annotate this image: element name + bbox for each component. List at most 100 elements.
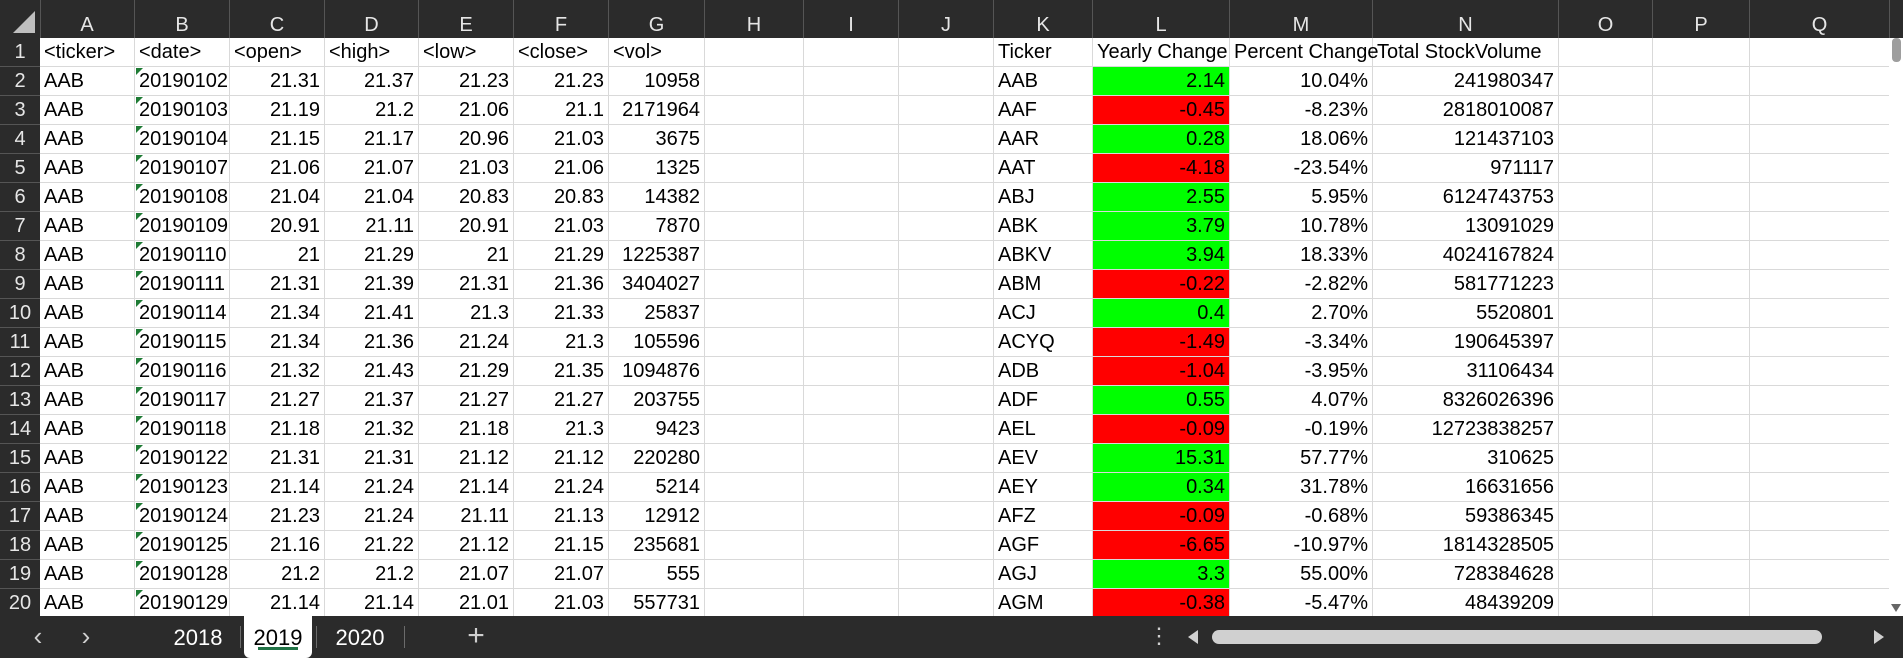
empty-cell[interactable] bbox=[1559, 67, 1653, 96]
empty-cell[interactable] bbox=[1653, 299, 1750, 328]
empty-cell[interactable] bbox=[1653, 444, 1750, 473]
open-cell[interactable]: 21.14 bbox=[230, 473, 325, 502]
high-cell[interactable]: 21.04 bbox=[325, 183, 419, 212]
yearly-change-cell[interactable]: 0.28 bbox=[1093, 125, 1230, 154]
date-cell[interactable]: 20190122 bbox=[135, 444, 230, 473]
high-cell[interactable]: 21.37 bbox=[325, 67, 419, 96]
empty-cell[interactable] bbox=[899, 502, 994, 531]
open-cell[interactable]: 21.34 bbox=[230, 328, 325, 357]
empty-cell[interactable] bbox=[1750, 386, 1890, 415]
yearly-change-cell[interactable]: -0.22 bbox=[1093, 270, 1230, 299]
row-header[interactable]: 14 bbox=[0, 415, 40, 444]
scroll-down-arrow-icon[interactable] bbox=[1891, 604, 1901, 612]
ticker-cell[interactable]: AAB bbox=[40, 212, 135, 241]
summary-ticker-cell[interactable]: ADF bbox=[994, 386, 1093, 415]
ticker-cell[interactable]: AAB bbox=[40, 473, 135, 502]
yearly-change-cell[interactable]: 3.94 bbox=[1093, 241, 1230, 270]
empty-cell[interactable] bbox=[1559, 328, 1653, 357]
high-cell[interactable]: 21.43 bbox=[325, 357, 419, 386]
close-cell[interactable]: 21.13 bbox=[514, 502, 609, 531]
row-header[interactable]: 3 bbox=[0, 96, 40, 125]
empty-cell[interactable] bbox=[1653, 67, 1750, 96]
empty-cell[interactable] bbox=[899, 415, 994, 444]
high-cell[interactable]: 21.31 bbox=[325, 444, 419, 473]
column-header-p[interactable]: P bbox=[1653, 0, 1750, 38]
open-cell[interactable]: 20.91 bbox=[230, 212, 325, 241]
total-volume-cell[interactable]: 310625 bbox=[1373, 444, 1559, 473]
header-cell[interactable]: Ticker bbox=[994, 38, 1093, 67]
percent-change-cell[interactable]: -0.68% bbox=[1230, 502, 1373, 531]
date-cell[interactable]: 20190104 bbox=[135, 125, 230, 154]
summary-ticker-cell[interactable]: AAT bbox=[994, 154, 1093, 183]
low-cell[interactable]: 21.29 bbox=[419, 357, 514, 386]
vol-cell[interactable]: 12912 bbox=[609, 502, 705, 531]
column-header-m[interactable]: M bbox=[1230, 0, 1373, 38]
close-cell[interactable]: 21.03 bbox=[514, 125, 609, 154]
ticker-cell[interactable]: AAB bbox=[40, 328, 135, 357]
vol-cell[interactable]: 10958 bbox=[609, 67, 705, 96]
empty-cell[interactable] bbox=[1559, 473, 1653, 502]
high-cell[interactable]: 21.17 bbox=[325, 125, 419, 154]
empty-cell[interactable] bbox=[1750, 125, 1890, 154]
empty-cell[interactable] bbox=[1559, 212, 1653, 241]
vol-cell[interactable]: 557731 bbox=[609, 589, 705, 616]
high-cell[interactable]: 21.24 bbox=[325, 473, 419, 502]
yearly-change-cell[interactable]: 0.55 bbox=[1093, 386, 1230, 415]
column-header-o[interactable]: O bbox=[1559, 0, 1653, 38]
ticker-cell[interactable]: AAB bbox=[40, 415, 135, 444]
empty-cell[interactable] bbox=[1653, 125, 1750, 154]
date-cell[interactable]: 20190103 bbox=[135, 96, 230, 125]
header-cell[interactable]: Total StockVolume bbox=[1373, 38, 1559, 67]
summary-ticker-cell[interactable]: ADB bbox=[994, 357, 1093, 386]
empty-cell[interactable] bbox=[1559, 299, 1653, 328]
yearly-change-cell[interactable]: -1.49 bbox=[1093, 328, 1230, 357]
scroll-left-arrow-icon[interactable] bbox=[1188, 630, 1198, 644]
empty-cell[interactable] bbox=[899, 560, 994, 589]
open-cell[interactable]: 21.16 bbox=[230, 531, 325, 560]
row-header[interactable]: 17 bbox=[0, 502, 40, 531]
header-cell[interactable]: <vol> bbox=[609, 38, 705, 67]
close-cell[interactable]: 21.1 bbox=[514, 96, 609, 125]
close-cell[interactable]: 21.29 bbox=[514, 241, 609, 270]
row-header[interactable]: 5 bbox=[0, 154, 40, 183]
empty-cell[interactable] bbox=[899, 125, 994, 154]
empty-cell[interactable] bbox=[804, 444, 899, 473]
ticker-cell[interactable]: AAB bbox=[40, 531, 135, 560]
date-cell[interactable]: 20190111 bbox=[135, 270, 230, 299]
yearly-change-cell[interactable]: -0.45 bbox=[1093, 96, 1230, 125]
empty-cell[interactable] bbox=[804, 125, 899, 154]
empty-cell[interactable] bbox=[705, 125, 804, 154]
empty-cell[interactable] bbox=[1559, 531, 1653, 560]
total-volume-cell[interactable]: 12723838257 bbox=[1373, 415, 1559, 444]
ticker-cell[interactable]: AAB bbox=[40, 154, 135, 183]
open-cell[interactable]: 21.15 bbox=[230, 125, 325, 154]
open-cell[interactable]: 21.27 bbox=[230, 386, 325, 415]
empty-cell[interactable] bbox=[899, 589, 994, 616]
empty-cell[interactable] bbox=[1653, 531, 1750, 560]
yearly-change-cell[interactable]: -0.09 bbox=[1093, 415, 1230, 444]
date-cell[interactable]: 20190108 bbox=[135, 183, 230, 212]
empty-cell[interactable] bbox=[1559, 96, 1653, 125]
empty-cell[interactable] bbox=[899, 328, 994, 357]
open-cell[interactable]: 21.23 bbox=[230, 502, 325, 531]
empty-cell[interactable] bbox=[705, 531, 804, 560]
empty-cell[interactable] bbox=[705, 299, 804, 328]
empty-cell[interactable] bbox=[1750, 38, 1890, 67]
empty-cell[interactable] bbox=[899, 357, 994, 386]
open-cell[interactable]: 21.18 bbox=[230, 415, 325, 444]
vol-cell[interactable]: 2171964 bbox=[609, 96, 705, 125]
open-cell[interactable]: 21.06 bbox=[230, 154, 325, 183]
yearly-change-cell[interactable]: -0.38 bbox=[1093, 589, 1230, 616]
close-cell[interactable]: 21.36 bbox=[514, 270, 609, 299]
date-cell[interactable]: 20190107 bbox=[135, 154, 230, 183]
empty-cell[interactable] bbox=[1559, 560, 1653, 589]
empty-cell[interactable] bbox=[1750, 241, 1890, 270]
empty-cell[interactable] bbox=[804, 38, 899, 67]
column-header-q[interactable]: Q bbox=[1750, 0, 1890, 38]
yearly-change-cell[interactable]: -1.04 bbox=[1093, 357, 1230, 386]
close-cell[interactable]: 21.27 bbox=[514, 386, 609, 415]
yearly-change-cell[interactable]: 3.3 bbox=[1093, 560, 1230, 589]
summary-ticker-cell[interactable]: ABK bbox=[994, 212, 1093, 241]
total-volume-cell[interactable]: 8326026396 bbox=[1373, 386, 1559, 415]
date-cell[interactable]: 20190128 bbox=[135, 560, 230, 589]
